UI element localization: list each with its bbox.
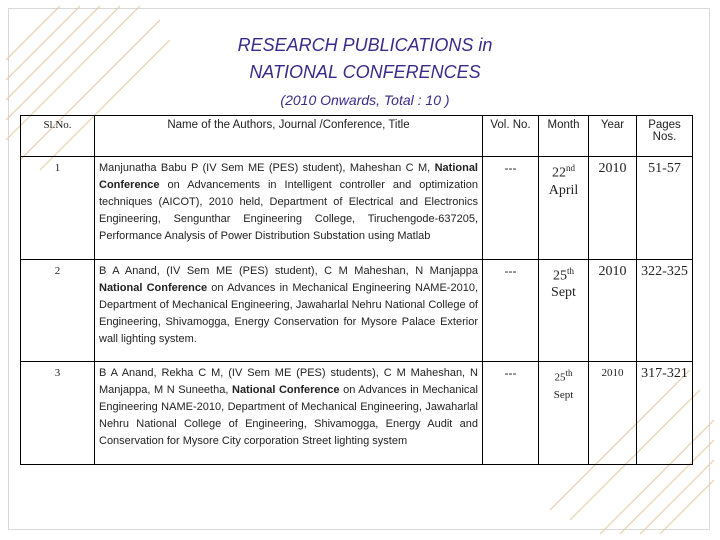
table-header-row: Sl.No. Name of the Authors, Journal /Con… [20,115,693,157]
row-month-name: Sept [551,285,576,301]
row-month: 22nd April [538,156,589,260]
row-authors: Manjunatha Babu P (IV Sem ME (PES) stude… [99,162,431,174]
row-sl-no: 1 [20,156,95,260]
row-day-suffix: th [566,265,574,276]
page-subtitle: (2010 Onwards, Total : 10 ) [280,92,450,108]
row-conference: National Conference [99,162,478,191]
row-details: on Advances in Mechanical Engineering NA… [99,384,478,448]
row-pages: 317-321 [636,361,693,465]
title-line-1: RESEARCH PUBLICATIONS in [237,35,493,55]
row-vol: --- [482,156,539,260]
row-month-name: April [548,182,579,198]
header-month: Month [538,115,589,157]
table-row: 3 B A Anand, Rekha C M, (IV Sem ME (PES)… [20,361,693,465]
table-row: 2 B A Anand, (IV Sem ME (PES) student), … [20,258,693,363]
row-year: 2010 [588,361,637,465]
header-name: Name of the Authors, Journal /Conference… [94,115,483,157]
row-conference: National Conference [99,281,208,294]
header-pages: Pages Nos. [636,115,693,157]
header-sl-no: Sl.No. [20,115,95,157]
row-year: 2010 [588,258,637,363]
row-vol: --- [482,258,539,363]
publications-table: Sl.No. Name of the Authors, Journal /Con… [20,115,693,465]
row-day-suffix: nd [566,163,575,173]
row-day: 25 [554,371,566,384]
row-month-name: Sept [553,388,574,401]
header-year: Year [588,115,637,157]
table-row: 1 Manjunatha Babu P (IV Sem ME (PES) stu… [20,156,693,260]
row-month: 25th Sept [538,258,589,363]
row-vol: --- [482,361,539,465]
slide-frame [8,8,710,530]
row-description: B A Anand, Rekha C M, (IV Sem ME (PES) s… [94,361,483,465]
row-day-suffix: th [565,368,573,379]
title-line-2: NATIONAL CONFERENCES [249,62,481,82]
row-sl-no: 2 [20,258,95,363]
row-authors: B A Anand, Rekha C M, (IV Sem ME (PES) s… [99,367,478,397]
page-title: RESEARCH PUBLICATIONS in NATIONAL CONFER… [150,32,580,86]
row-description: Manjunatha Babu P (IV Sem ME (PES) stude… [94,156,483,260]
header-vol: Vol. No. [482,115,539,157]
row-sl-no: 3 [20,361,95,465]
row-conference: National Conference [232,384,340,397]
row-pages: 322-325 [636,258,693,363]
row-pages: 51-57 [636,156,693,260]
row-authors: B A Anand, (IV Sem ME (PES) student), C … [99,264,478,277]
row-day: 22 [552,165,566,181]
row-details: on Advancements in Intelligent controlle… [99,179,478,242]
row-details: on Advances in Mechanical Engineering NA… [99,281,478,345]
row-month: 25th Sept [538,361,589,465]
row-day: 25 [552,268,567,284]
row-description: B A Anand, (IV Sem ME (PES) student), C … [94,258,483,363]
row-year: 2010 [588,156,637,260]
